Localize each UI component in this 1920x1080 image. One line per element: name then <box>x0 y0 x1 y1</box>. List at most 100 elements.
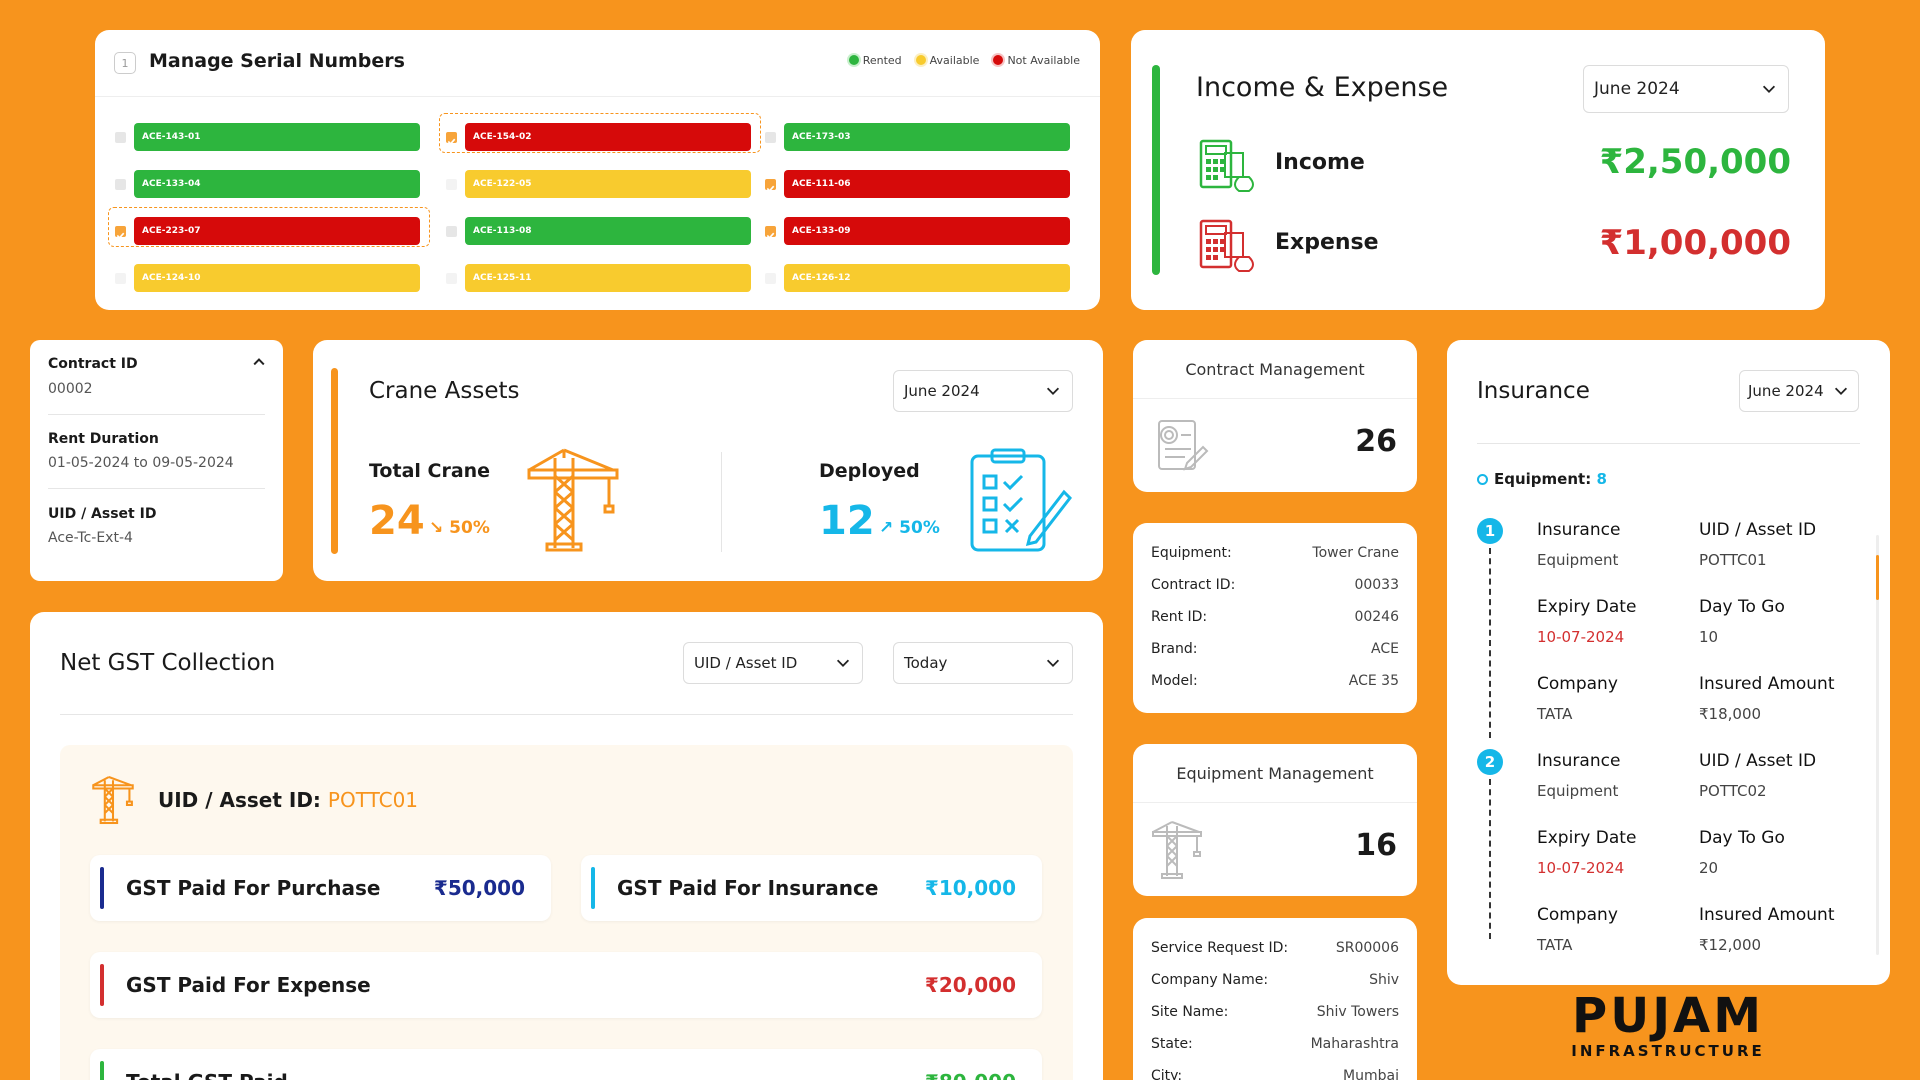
uid-filter-value: UID / Asset ID <box>694 654 798 672</box>
insurance-field-value: 10-07-2024 <box>1537 628 1625 646</box>
divider <box>48 488 265 489</box>
service-request-row: City: Mumbai <box>1151 1068 1399 1080</box>
serial-checkbox[interactable] <box>115 179 126 190</box>
check-icon <box>447 138 456 145</box>
legend-not-available-dot <box>993 55 1004 65</box>
serial-item-rented[interactable]: ACE-133-04 <box>134 170 420 198</box>
uid-filter-dropdown[interactable]: UID / Asset ID <box>683 642 863 684</box>
gst-purchase-box: GST Paid For Purchase ₹50,000 <box>90 855 551 921</box>
chevron-up-icon[interactable] <box>251 354 267 370</box>
serial-item-not-available[interactable]: ACE-223-07 <box>134 217 420 245</box>
field-value: ACE 35 <box>1348 673 1399 689</box>
contract-management-card[interactable]: Contract Management 26 <box>1133 340 1417 492</box>
serial-code: ACE-133-04 <box>142 179 201 189</box>
scrollbar-thumb[interactable] <box>1876 555 1879 600</box>
insurance-field-value: POTTC01 <box>1699 551 1767 569</box>
serial-item-rented[interactable]: ACE-143-01 <box>134 123 420 151</box>
serial-code: ACE-223-07 <box>142 226 201 236</box>
insurance-field-value: 20 <box>1699 859 1719 877</box>
serial-checkbox[interactable] <box>446 132 457 145</box>
period-dropdown[interactable]: June 2024 <box>1583 65 1789 113</box>
serial-item-rented[interactable]: ACE-113-08 <box>465 217 751 245</box>
serial-checkbox[interactable] <box>765 179 776 192</box>
field-label: Rent ID: <box>1151 609 1208 625</box>
deployed-label: Deployed <box>819 460 920 482</box>
total-crane-label: Total Crane <box>369 460 491 482</box>
contract-id-label: Contract ID <box>48 356 138 372</box>
total-crane-value: 24 <box>369 498 425 544</box>
serial-item-not-available[interactable]: ACE-133-09 <box>784 217 1070 245</box>
serial-checkbox[interactable] <box>446 226 457 237</box>
uid-label: UID / Asset ID <box>48 506 157 522</box>
field-label: State: <box>1151 1036 1193 1052</box>
divider <box>1133 398 1417 399</box>
serial-numbers-card: 1 Manage Serial Numbers Rented Available… <box>95 30 1100 310</box>
serial-checkbox[interactable] <box>446 273 457 284</box>
check-icon <box>766 185 775 192</box>
serial-checkbox[interactable] <box>765 132 776 143</box>
serial-checkbox[interactable] <box>446 179 457 190</box>
timeline-line <box>1489 779 1491 939</box>
serial-checkbox[interactable] <box>115 132 126 143</box>
serial-item-available[interactable]: ACE-124-10 <box>134 264 420 292</box>
period-value: June 2024 <box>904 382 980 400</box>
legend-rented: Rented <box>848 54 902 67</box>
serial-item-available[interactable]: ACE-126-12 <box>784 264 1070 292</box>
equipment-count-row: Equipment: 8 <box>1477 470 1607 488</box>
serial-selection-frame <box>439 113 761 153</box>
insurance-field-label: Insurance <box>1537 520 1621 540</box>
crane-assets-card: Crane Assets June 2024 Total Crane 24 ↘ … <box>313 340 1103 581</box>
gst-expense-box: GST Paid For Expense ₹20,000 <box>90 952 1042 1018</box>
field-value: 00246 <box>1354 609 1399 625</box>
income-expense-card: Income & Expense June 2024 Income ₹2,50,… <box>1131 30 1825 310</box>
expense-value: ₹1,00,000 <box>1599 223 1791 263</box>
legend-rented-dot <box>848 55 859 65</box>
service-request-row: State: Maharashtra <box>1151 1036 1399 1052</box>
serial-checkbox[interactable] <box>115 273 126 284</box>
field-label: Model: <box>1151 673 1198 689</box>
serial-code: ACE-125-11 <box>473 273 532 283</box>
serial-checkbox[interactable] <box>765 273 776 284</box>
gst-total-label: Total GST Paid <box>126 1070 288 1080</box>
insurance-field-value: Equipment <box>1537 551 1619 569</box>
serial-checkbox[interactable] <box>115 226 126 239</box>
accent-stripe <box>100 1061 104 1080</box>
equipment-management-card[interactable]: Equipment Management 16 <box>1133 744 1417 896</box>
date-filter-dropdown[interactable]: Today <box>893 642 1073 684</box>
serial-item-not-available[interactable]: ACE-111-06 <box>784 170 1070 198</box>
serial-item-not-available[interactable]: ACE-154-02 <box>465 123 751 151</box>
serial-checkbox[interactable] <box>765 226 776 239</box>
step-badge: 2 <box>1477 749 1503 775</box>
scrollbar-track[interactable] <box>1876 535 1879 955</box>
service-request-card: Service Request ID: SR00006 Company Name: S… <box>1133 918 1417 1080</box>
serial-item-rented[interactable]: ACE-173-03 <box>784 123 1070 151</box>
brand-logo: PUJAM INFRASTRUCTURE <box>1568 992 1768 1060</box>
field-value: Maharashtra <box>1310 1036 1399 1052</box>
chevron-down-icon <box>1046 659 1060 667</box>
period-dropdown[interactable]: June 2024 <box>1739 370 1859 412</box>
chevron-down-icon <box>836 659 850 667</box>
field-value: Mumbai <box>1343 1068 1399 1080</box>
income-value: ₹2,50,000 <box>1599 142 1791 182</box>
serial-item-available[interactable]: ACE-125-11 <box>465 264 751 292</box>
serial-item-available[interactable]: ACE-122-05 <box>465 170 751 198</box>
accent-stripe <box>100 867 104 909</box>
period-value: June 2024 <box>1594 79 1680 99</box>
contract-document-icon <box>1158 420 1209 471</box>
accent-bar <box>331 368 338 554</box>
field-value: Shiv Towers <box>1316 1004 1399 1020</box>
chevron-down-icon <box>1834 387 1848 395</box>
divider <box>721 452 722 552</box>
insurance-field-label: Insured Amount <box>1699 905 1835 925</box>
period-dropdown[interactable]: June 2024 <box>893 370 1073 412</box>
field-value: Shiv <box>1369 972 1399 988</box>
date-filter-value: Today <box>904 654 948 672</box>
deployed-change: ↗ 50% <box>879 518 940 538</box>
insurance-field-value: POTTC02 <box>1699 782 1767 800</box>
arrow-up-right-icon: ↗ <box>879 518 894 538</box>
insurance-field-label: Insured Amount <box>1699 674 1835 694</box>
contract-count: 26 <box>1355 424 1397 459</box>
uid-value: Ace-Tc-Ext-4 <box>48 530 133 546</box>
timeline-line <box>1489 548 1491 738</box>
insurance-field-value: ₹18,000 <box>1699 705 1762 723</box>
